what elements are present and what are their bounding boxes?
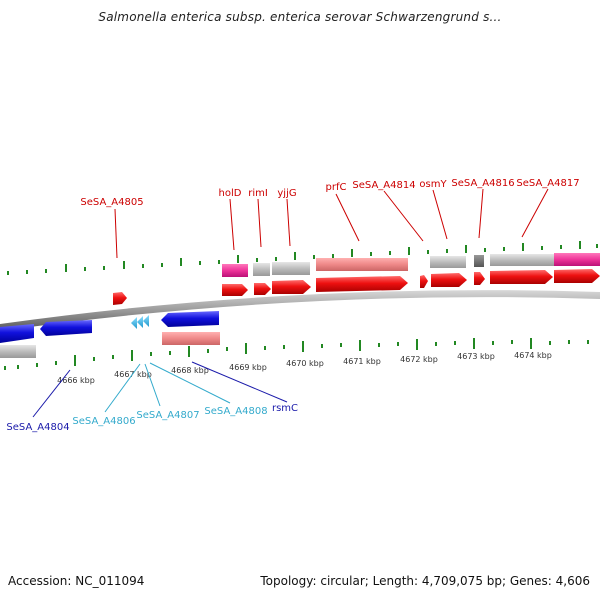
gene-label-top: yjjG [277,188,296,199]
kbp-label: 4673 kbp [457,352,495,361]
accession-text: Accession: NC_011094 [8,574,145,588]
gene-label-top: holD [219,188,242,199]
gene-label-bottom: SeSA_A4804 [6,422,69,433]
lower-tick-row [4,338,589,370]
gene-label-top: SeSA_A4805 [80,197,143,208]
genome-info-text: Topology: circular; Length: 4,709,075 bp… [260,574,590,588]
genome-backbone [0,290,600,331]
kbp-label: 4670 kbp [286,359,324,368]
kbp-label: 4667 kbp [114,370,152,379]
gene-label-top: prfC [326,182,347,193]
kbp-label: 4666 kbp [57,376,95,385]
feature-track-lower [0,332,220,358]
gene-label-top: SeSA_A4816 [451,178,514,189]
gene-label-bottom: SeSA_A4806 [72,416,135,427]
gene-label-bottom: SeSA_A4807 [136,410,199,421]
gene-label-bottom: SeSA_A4808 [204,406,267,417]
gene-label-top: SeSA_A4814 [352,180,415,191]
bottom-gene-leaders [32,361,288,418]
kbp-label: 4669 kbp [229,363,267,372]
kbp-label: 4671 kbp [343,357,381,366]
feature-track-upper [222,253,600,277]
bottom-gene-labels: SeSA_A4804 SeSA_A4806 SeSA_A4807 SeSA_A4… [6,403,298,433]
forward-cds-track [113,269,600,305]
kbp-label: 4668 kbp [171,366,209,375]
top-gene-labels: SeSA_A4805 holD rimI yjjG prfC SeSA_A481… [80,178,579,208]
gene-label-top: osmY [419,179,447,190]
reverse-cds-track [0,311,219,343]
gene-label-top: rimI [248,188,268,199]
kbp-label: 4672 kbp [400,355,438,364]
top-gene-leaders [114,188,549,259]
kbp-scale-labels: 4666 kbp 4667 kbp 4668 kbp 4669 kbp 4670… [57,351,552,385]
gene-label-top: SeSA_A4817 [516,178,579,189]
kbp-label: 4674 kbp [514,351,552,360]
upper-tick-row [7,241,598,275]
gene-label-bottom: rsmC [272,403,298,414]
map-title: Salmonella enterica subsp. enterica sero… [98,10,502,24]
